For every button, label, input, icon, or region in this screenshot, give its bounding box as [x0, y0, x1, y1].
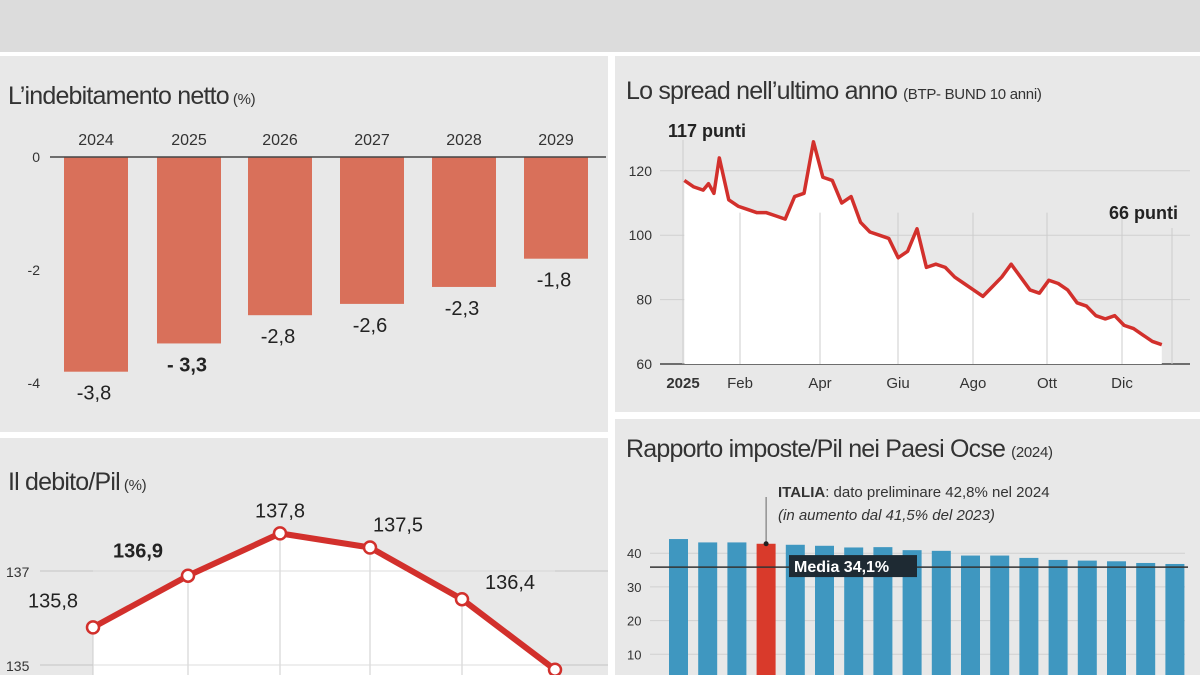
data-point	[85, 620, 101, 635]
y-tick-label: 40	[627, 546, 641, 561]
x-tick-label: Ago	[960, 375, 987, 392]
data-point	[362, 540, 378, 555]
y-tick-label: -4	[28, 375, 41, 391]
x-tick-label: Feb	[727, 375, 753, 392]
data-label: -2,6	[353, 315, 387, 337]
bar-country	[1107, 561, 1126, 675]
bar-2025	[157, 157, 221, 344]
x-tick-label: 2027	[354, 132, 390, 149]
bar-country	[1048, 559, 1068, 675]
data-label: 135,8	[28, 590, 78, 612]
debt-title: Il debito/Pil (%)	[8, 468, 147, 496]
y-tick-label: 137	[6, 564, 30, 580]
bar-country	[815, 545, 834, 675]
x-tick-label: 2026	[262, 132, 298, 149]
y-tick-label: 30	[627, 580, 641, 595]
x-tick-label: Dic	[1111, 375, 1133, 392]
bar-country	[961, 555, 980, 675]
x-tick-label: Apr	[808, 375, 831, 392]
data-point	[454, 591, 470, 607]
header-band	[0, 0, 1200, 52]
italia-annotation: ITALIA: dato preliminare 42,8% nel 2024	[778, 484, 1050, 501]
bar-country	[785, 544, 805, 675]
data-point	[547, 662, 563, 675]
italia-annotation-italic: (in aumento dal 41,5% del 2023)	[778, 507, 995, 524]
data-label: 136,9	[113, 541, 163, 563]
data-point	[272, 526, 288, 541]
spread-area	[684, 141, 1162, 364]
y-tick-label: -2	[28, 262, 41, 278]
bar-country	[1077, 560, 1097, 675]
bar-2028	[432, 157, 496, 287]
bar-country	[931, 550, 951, 675]
x-tick-label: Giu	[886, 375, 909, 392]
data-label: -3,8	[77, 383, 111, 405]
bar-country	[1019, 557, 1039, 675]
bar-country	[727, 542, 747, 675]
y-tick-label: 0	[32, 149, 40, 165]
bar-country	[1165, 563, 1185, 675]
data-label: 136,4	[485, 572, 535, 594]
bar-country	[1136, 562, 1156, 675]
data-label: -1,8	[537, 270, 571, 292]
x-tick-label: 2024	[78, 132, 114, 149]
y-tick-label: 120	[629, 163, 653, 179]
data-point	[180, 568, 196, 583]
x-tick-label: 2029	[538, 132, 574, 149]
bar-country	[669, 539, 688, 675]
x-tick-label: 2025	[666, 375, 699, 392]
end-annotation: 66 punti	[1109, 203, 1178, 223]
bar-country	[990, 555, 1010, 675]
bar-2024	[64, 157, 128, 372]
italia-marker	[763, 541, 769, 547]
x-tick-label: 2025	[171, 132, 207, 149]
deficit-title: L’indebitamento netto (%)	[8, 82, 256, 110]
data-label: -2,8	[261, 326, 295, 348]
bar-country	[698, 542, 718, 675]
y-tick-label: 20	[627, 614, 641, 629]
data-label: -2,3	[445, 298, 479, 320]
bar-2029	[524, 157, 588, 259]
italia-annotation-bold: ITALIA	[778, 484, 825, 501]
debt-line	[91, 530, 557, 673]
bar-italia	[756, 543, 776, 675]
start-annotation: 117 punti	[668, 121, 746, 141]
spread-line	[683, 140, 1163, 347]
x-tick-label: Ott	[1037, 375, 1058, 392]
data-label: 137,8	[255, 500, 305, 522]
average-label: Media 34,1%	[794, 559, 889, 576]
y-tick-label: 100	[629, 227, 653, 243]
bar-country	[902, 550, 922, 675]
italia-annotation-text: : dato preliminare 42,8% nel 2024	[825, 484, 1049, 501]
average-label-bg	[789, 555, 917, 578]
y-tick-label: 80	[636, 292, 652, 308]
data-label: 137,5	[373, 515, 423, 537]
bar-2027	[340, 157, 404, 304]
y-tick-label: 60	[636, 356, 652, 372]
bar-country	[844, 547, 864, 675]
bar-country	[873, 547, 893, 675]
data-label: - 3,3	[167, 354, 207, 376]
spread-title: Lo spread nell’ultimo anno (BTP- BUND 10 …	[626, 77, 1042, 105]
bar-2026	[248, 157, 312, 316]
x-tick-label: 2028	[446, 132, 482, 149]
tax-title: Rapporto imposte/Pil nei Paesi Ocse (2024…	[626, 435, 1053, 463]
y-tick-label: 10	[627, 647, 641, 662]
y-tick-label: 135	[6, 658, 30, 674]
